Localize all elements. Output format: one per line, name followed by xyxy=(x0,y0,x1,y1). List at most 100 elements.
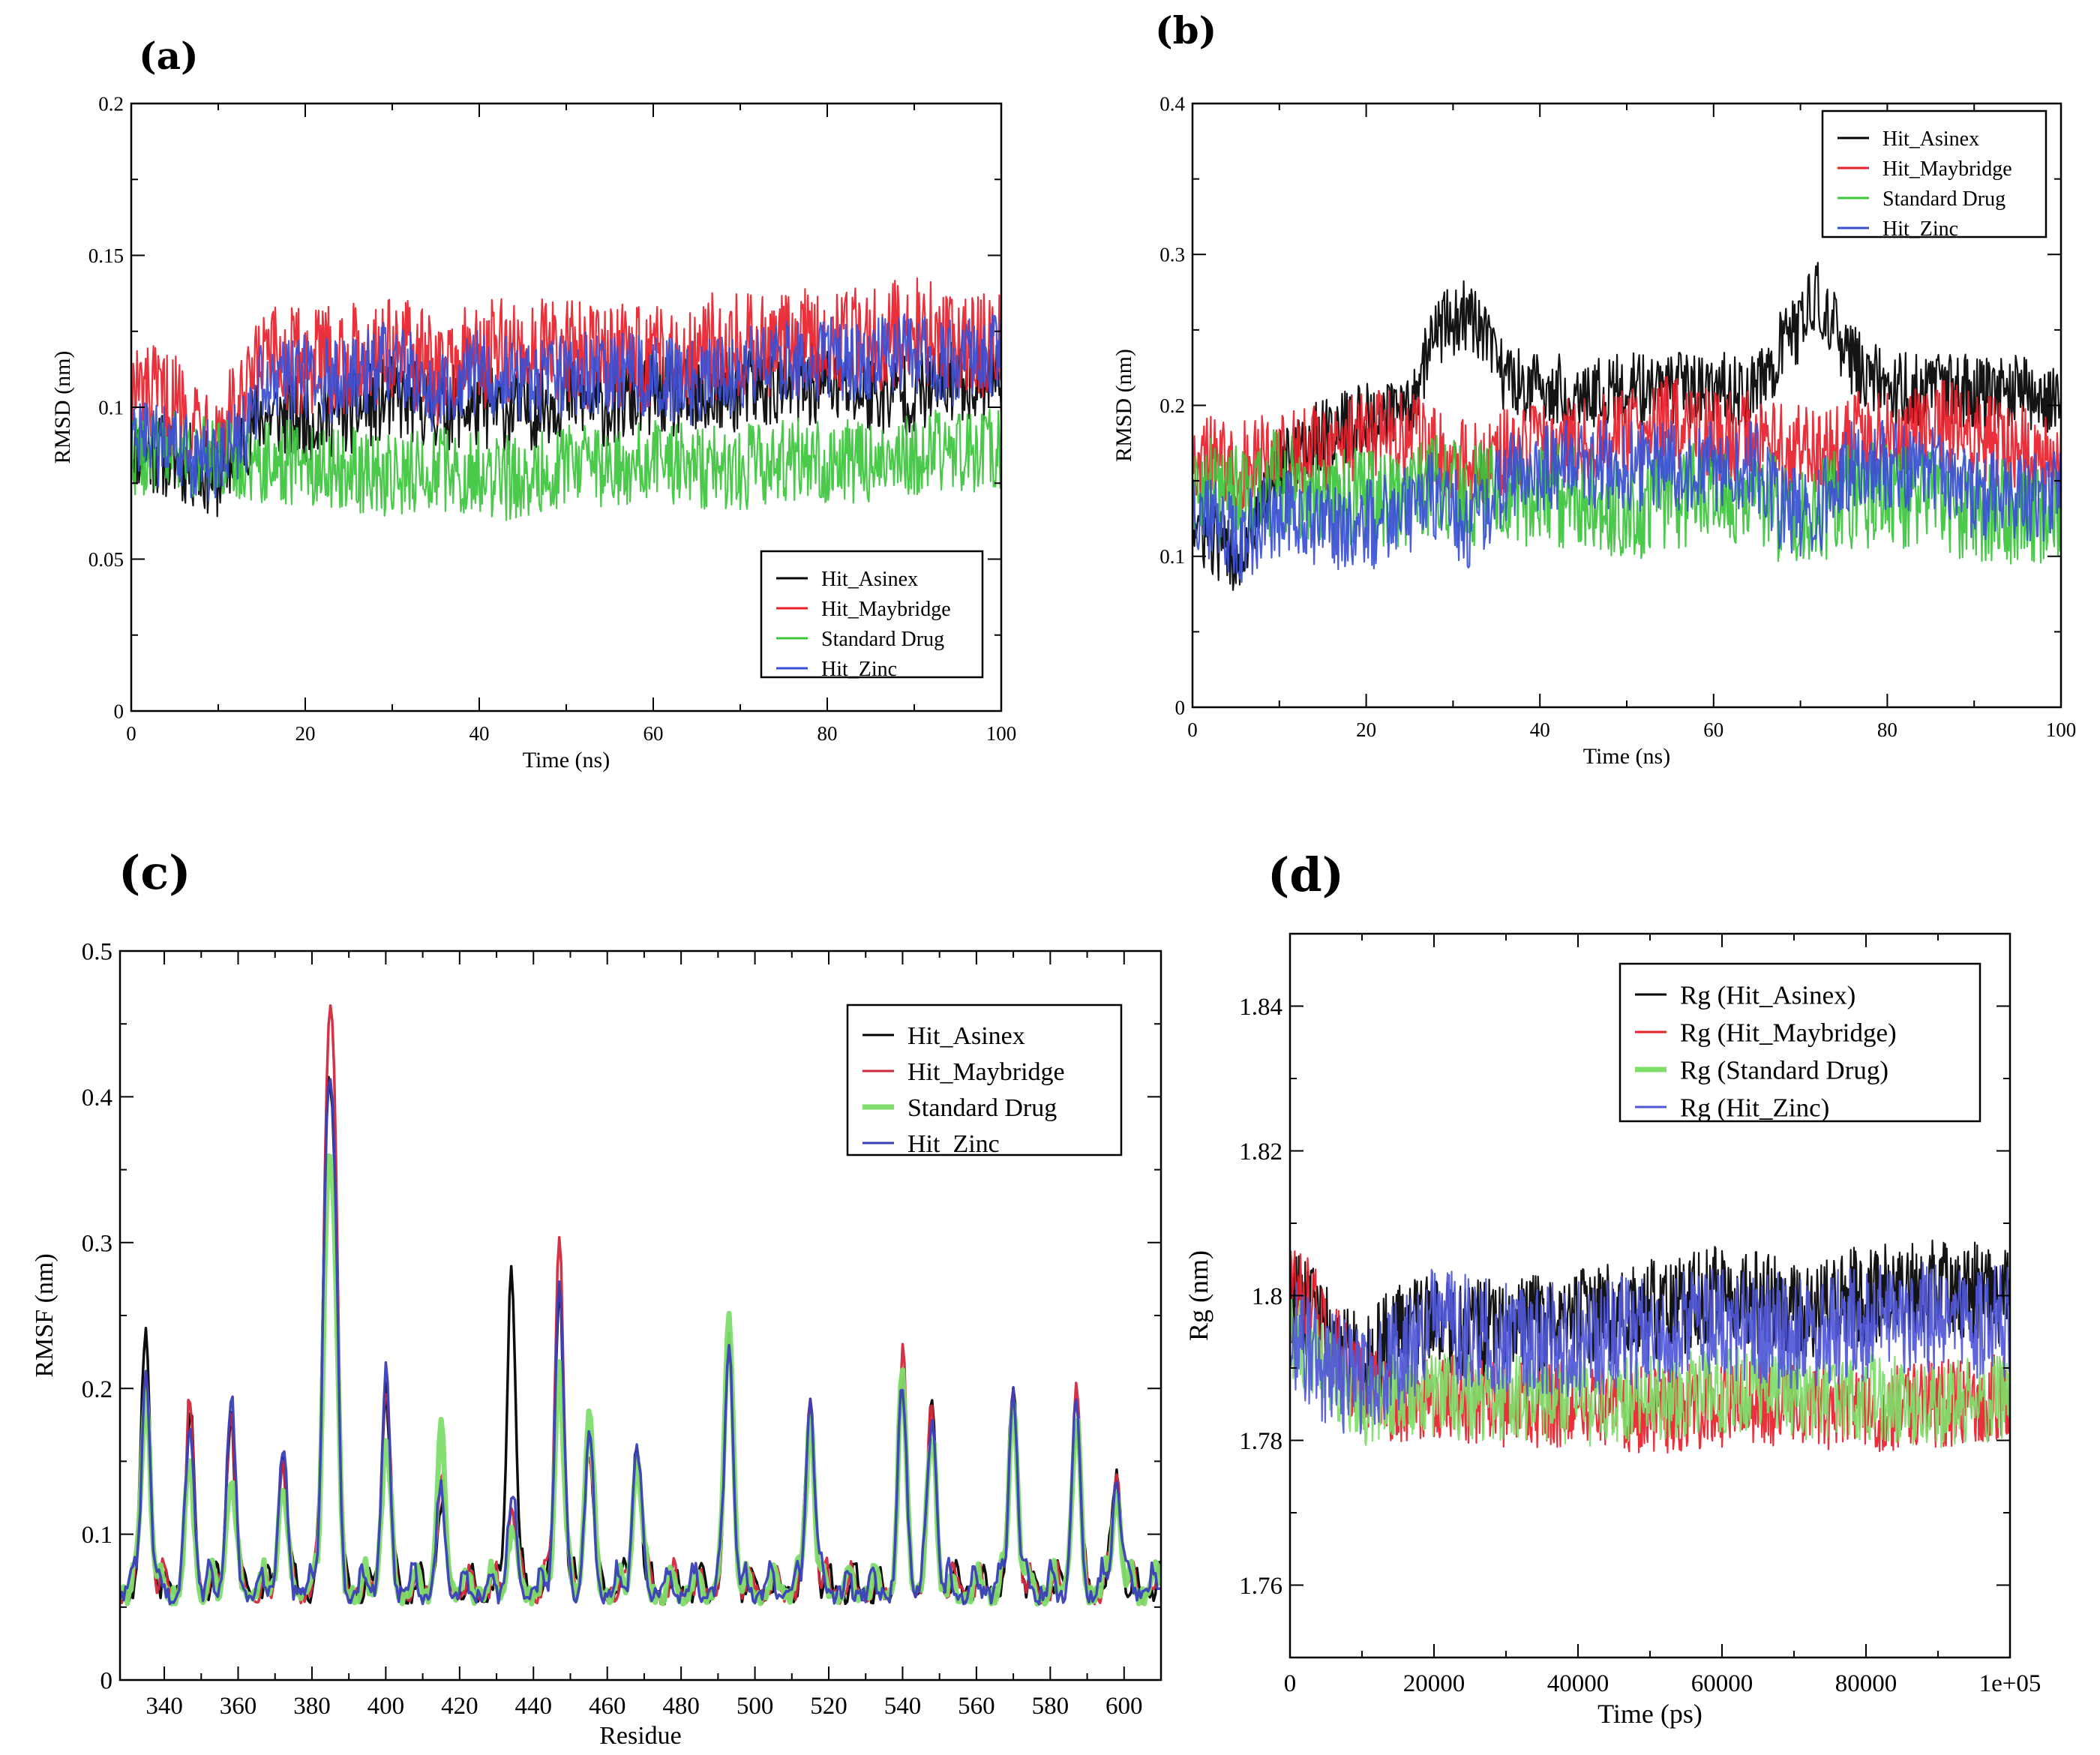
x-tick-label: 360 xyxy=(220,1693,257,1720)
y-tick-label: 0.2 xyxy=(82,1376,112,1403)
y-axis-title: RMSF (nm) xyxy=(31,1253,58,1377)
x-tick-label: 0 xyxy=(1187,718,1198,741)
y-tick-label: 1.78 xyxy=(1239,1428,1282,1455)
plot-area xyxy=(131,277,1001,521)
y-tick-label: 0.1 xyxy=(98,396,124,418)
legend-box xyxy=(846,1004,1123,1156)
y-tick-label: 0.3 xyxy=(1160,244,1185,266)
y-tick-label: 0.05 xyxy=(88,548,124,571)
legend-label-rg-hit-maybridge: Rg (Hit_Maybridge) xyxy=(1680,1018,1897,1047)
x-tick-label: 520 xyxy=(810,1693,848,1720)
legend-box xyxy=(1618,962,1982,1123)
y-tick-label: 0.5 xyxy=(82,939,112,966)
legend: Hit_Asinex Hit_Maybridge Standard Drug Hit_… xyxy=(846,1004,1123,1158)
y-tick-label: 1.8 xyxy=(1252,1283,1282,1310)
y-tick-label: 0.15 xyxy=(88,244,124,267)
x-tick-label: 480 xyxy=(662,1693,700,1720)
x-tick-label: 460 xyxy=(589,1693,626,1720)
x-tick-label: 20 xyxy=(296,722,316,745)
series-hit-zinc xyxy=(1192,419,2061,584)
chart-panel-d: (d) 0 20000 40000 60000 80000 1e+05 1.76 1.78 1.8… xyxy=(1184,848,2041,1729)
y-axis-title: RMSD (nm) xyxy=(50,351,75,464)
plot-area xyxy=(120,1004,1161,1607)
chart-panel-c: (c) 340 360 380 400 420 440 460 480 500 520 540 560 5… xyxy=(31,845,1162,1750)
x-axis-title: Time (ps) xyxy=(1598,1699,1702,1729)
y-tick-label: 0.4 xyxy=(1160,92,1185,115)
legend-label-hit-zinc: Hit_Zinc xyxy=(1882,218,1958,241)
y-tick-label: 0.2 xyxy=(1160,394,1185,417)
x-tick-label: 1e+05 xyxy=(1979,1670,2042,1697)
x-tick-label: 500 xyxy=(736,1693,774,1720)
series-hit-zinc xyxy=(120,1078,1161,1606)
legend-label-hit-asinex: Hit_Asinex xyxy=(821,568,918,591)
panel-label: (c) xyxy=(118,845,190,900)
legend-label-rg-standard-drug: Rg (Standard Drug) xyxy=(1680,1055,1888,1084)
x-tick-label: 60 xyxy=(644,722,664,745)
x-tick-label: 560 xyxy=(958,1693,995,1720)
x-tick-label: 20000 xyxy=(1403,1670,1466,1697)
y-tick-label: 0.1 xyxy=(82,1522,112,1549)
x-tick-label: 380 xyxy=(293,1693,331,1720)
legend-label-hit-zinc: Hit_Zinc xyxy=(821,658,897,681)
x-tick-label: 60 xyxy=(1703,718,1724,741)
legend: Rg (Hit_Asinex) Rg (Hit_Maybridge) Rg (Sta… xyxy=(1618,962,1982,1123)
x-tick-label: 440 xyxy=(515,1693,553,1720)
legend-label-hit-maybridge: Hit_Maybridge xyxy=(908,1058,1065,1086)
x-tick-label: 40000 xyxy=(1547,1670,1610,1697)
legend-label-rg-hit-zinc: Rg (Hit_Zinc) xyxy=(1680,1093,1829,1122)
y-axis-title: Rg (nm) xyxy=(1184,1250,1214,1341)
legend-box xyxy=(1821,110,2048,238)
plot-area xyxy=(1192,262,2061,591)
x-tick-label: 600 xyxy=(1106,1693,1143,1720)
x-tick-label: 0 xyxy=(126,722,136,745)
x-tick-label: 80 xyxy=(818,722,838,745)
y-axis-title: RMSD (nm) xyxy=(1112,349,1136,462)
x-tick-label: 580 xyxy=(1032,1693,1070,1720)
legend-box xyxy=(760,550,984,679)
x-tick-label: 60000 xyxy=(1691,1670,1754,1697)
panel-label: (b) xyxy=(1155,8,1216,52)
x-axis-title: Residue xyxy=(599,1722,682,1750)
panel-label: (a) xyxy=(139,34,199,78)
legend-label-standard-drug: Standard Drug xyxy=(908,1094,1057,1122)
y-tick-label: 1.76 xyxy=(1239,1573,1282,1600)
y-tick-label: 0 xyxy=(100,1668,113,1695)
legend-label-hit-maybridge: Hit_Maybridge xyxy=(1882,158,2012,181)
x-tick-label: 40 xyxy=(470,722,490,745)
legend: Hit_Asinex Hit_Maybridge Standard Drug Hit_… xyxy=(1821,110,2048,241)
series-rg-hit-zinc xyxy=(1290,1262,2010,1435)
series-hit-asinex xyxy=(1192,262,2061,591)
x-tick-label: 540 xyxy=(884,1693,922,1720)
y-tick-label: 0.4 xyxy=(82,1084,112,1112)
x-tick-label: 80 xyxy=(1877,718,1898,741)
y-tick-label: 0.3 xyxy=(82,1230,112,1257)
series-standard-drug xyxy=(1192,429,2061,565)
legend-label-rg-hit-asinex: Rg (Hit_Asinex) xyxy=(1680,980,1856,1010)
y-tick-label: 0.2 xyxy=(98,92,124,115)
legend-label-hit-asinex: Hit_Asinex xyxy=(908,1022,1025,1050)
y-tick-label: 1.84 xyxy=(1239,994,1282,1021)
series-rg-standard-drug xyxy=(1290,1298,2010,1448)
series-hit-maybridge xyxy=(131,277,1001,481)
x-tick-label: 340 xyxy=(146,1693,183,1720)
x-tick-label: 100 xyxy=(986,722,1017,745)
y-tick-label: 1.82 xyxy=(1239,1138,1282,1166)
legend-label-standard-drug: Standard Drug xyxy=(821,628,944,651)
y-tick-label: 0 xyxy=(114,700,124,722)
y-tick-label: 0.1 xyxy=(1160,545,1185,568)
series-hit-zinc xyxy=(131,313,1001,502)
legend: Hit_Asinex Hit_Maybridge Standard Drug Hit_… xyxy=(760,550,984,681)
legend-label-hit-zinc: Hit_Zinc xyxy=(908,1130,1000,1158)
legend-label-hit-maybridge: Hit_Maybridge xyxy=(821,598,951,621)
x-tick-label: 0 xyxy=(1284,1670,1297,1697)
x-tick-label: 420 xyxy=(441,1693,478,1720)
chart-panel-b: (b) 0 20 40 60 80 100 0 0.1 0.2 0.3 0.4 Time (ns) RMS… xyxy=(1112,8,2076,769)
x-tick-label: 100 xyxy=(2046,718,2077,741)
legend-label-standard-drug: Standard Drug xyxy=(1882,188,2006,211)
legend-label-hit-asinex: Hit_Asinex xyxy=(1882,128,1979,151)
panel-label: (d) xyxy=(1268,848,1344,902)
series-standard-drug xyxy=(131,408,1001,521)
x-tick-label: 20 xyxy=(1356,718,1376,741)
plot-area xyxy=(1290,1239,2010,1454)
